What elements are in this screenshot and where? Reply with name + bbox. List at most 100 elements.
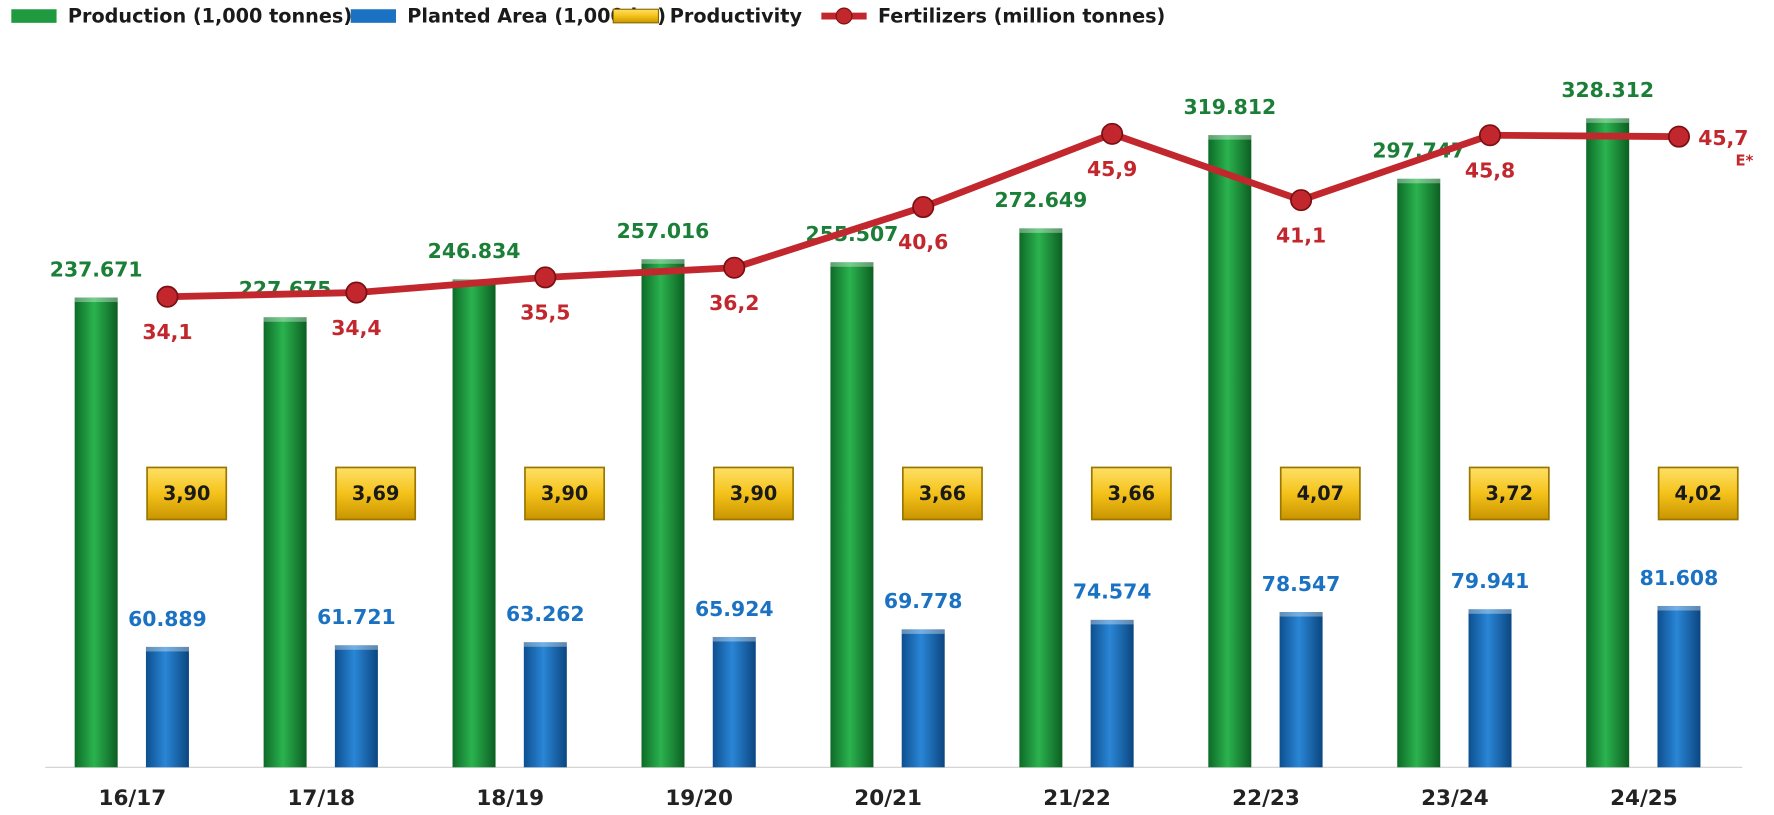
x-tick-label: 16/17 — [99, 786, 167, 811]
data-label: 79.941 — [1451, 569, 1530, 593]
bar — [1208, 135, 1252, 768]
line-marker — [912, 195, 935, 219]
line-marker — [1290, 189, 1313, 212]
bar — [1468, 609, 1512, 768]
bar-cap — [830, 262, 874, 267]
line-marker — [723, 256, 746, 279]
legend-label: Fertilizers (million tonnes) — [878, 5, 1165, 28]
data-label: 257.016 — [617, 219, 710, 243]
data-label: 3,72 — [1486, 482, 1533, 505]
bar-cap — [74, 297, 118, 303]
bar — [641, 259, 685, 768]
legend-label: Production (1,000 tonnes) — [68, 5, 352, 28]
bar-cap — [334, 645, 378, 650]
bar — [830, 262, 874, 768]
bar-cap — [523, 642, 567, 647]
x-tick-label: 18/19 — [476, 786, 544, 811]
data-label: 3,66 — [1108, 482, 1155, 505]
data-label: 3,90 — [730, 482, 777, 505]
bar — [263, 317, 307, 768]
x-tick-label: 22/23 — [1232, 786, 1300, 811]
bar — [1019, 228, 1063, 768]
data-label: 74.574 — [1073, 580, 1152, 604]
bar — [712, 636, 756, 768]
x-tick-label: 23/24 — [1421, 786, 1489, 811]
bar-cap — [1279, 612, 1323, 617]
productivity-box — [1279, 466, 1361, 521]
data-label: 36,2 — [709, 291, 759, 315]
bar-cap — [1090, 619, 1134, 625]
data-label: 328.312 — [1561, 78, 1654, 102]
bar — [74, 297, 118, 768]
line-marker — [1478, 124, 1502, 147]
data-label: 3,69 — [352, 482, 399, 505]
productivity-box — [524, 466, 606, 521]
data-label: 319.812 — [1183, 95, 1276, 119]
bar-cap — [1657, 605, 1701, 611]
data-label: 3,66 — [919, 482, 966, 505]
data-label: 41,1 — [1276, 223, 1326, 247]
line-marker — [156, 285, 179, 308]
bar-cap — [1208, 135, 1252, 140]
bar — [452, 279, 496, 768]
x-tick-label: 21/22 — [1043, 786, 1111, 811]
productivity-box — [146, 466, 228, 521]
data-label: 63.262 — [506, 602, 585, 626]
data-label: 34,4 — [331, 316, 381, 340]
bar-cap — [901, 629, 945, 634]
data-label: 45,7 — [1698, 126, 1748, 150]
bar — [901, 629, 945, 768]
bar-cap — [1586, 118, 1630, 123]
bar — [1397, 178, 1441, 768]
productivity-box — [1090, 466, 1172, 521]
bar — [1090, 619, 1134, 768]
bar — [1657, 605, 1701, 768]
data-label: 40,6 — [898, 230, 948, 254]
annotation: E* — [1736, 153, 1754, 170]
legend-marker — [835, 7, 853, 25]
data-label: 81.608 — [1640, 566, 1719, 590]
data-label: 246.834 — [428, 239, 521, 263]
bar-cap — [145, 646, 189, 652]
data-label: 45,9 — [1087, 157, 1137, 181]
line-marker — [1101, 122, 1124, 145]
data-label: 45,8 — [1465, 158, 1515, 182]
data-label: 3,90 — [541, 482, 588, 505]
bar — [334, 645, 378, 768]
bar — [523, 642, 567, 768]
productivity-box — [713, 466, 794, 521]
data-label: 65.924 — [695, 597, 774, 621]
data-label: 3,90 — [163, 482, 210, 505]
productivity-box — [335, 466, 417, 521]
data-label: 35,5 — [520, 301, 570, 325]
line-marker — [345, 281, 368, 304]
data-label: 272.649 — [995, 188, 1088, 212]
legend-label: Productivity — [670, 5, 803, 28]
x-tick-label: 20/21 — [854, 786, 922, 811]
data-label: 78.547 — [1262, 572, 1341, 596]
bar-cap — [263, 317, 307, 322]
bar-cap — [1019, 228, 1063, 233]
x-tick-label: 19/20 — [665, 786, 733, 811]
data-label: 34,1 — [142, 320, 192, 344]
bar — [1586, 118, 1630, 768]
data-label: 69.778 — [884, 589, 963, 613]
x-tick-label: 24/25 — [1610, 786, 1678, 811]
bar-cap — [712, 636, 756, 642]
line-marker — [1667, 125, 1690, 148]
legend-label: Planted Area (1,000 ha) — [407, 5, 666, 28]
productivity-box — [1468, 466, 1550, 521]
data-label: 61.721 — [317, 605, 396, 629]
bar-cap — [1397, 178, 1441, 184]
legend-swatch — [612, 8, 660, 24]
productivity-box — [1657, 466, 1739, 521]
line-marker — [534, 266, 557, 289]
bar — [145, 646, 189, 768]
data-label: 4,02 — [1674, 482, 1721, 505]
data-label: 60.889 — [128, 607, 207, 631]
x-tick-label: 17/18 — [287, 786, 355, 811]
bar — [1279, 612, 1323, 768]
bar-cap — [1468, 609, 1512, 614]
